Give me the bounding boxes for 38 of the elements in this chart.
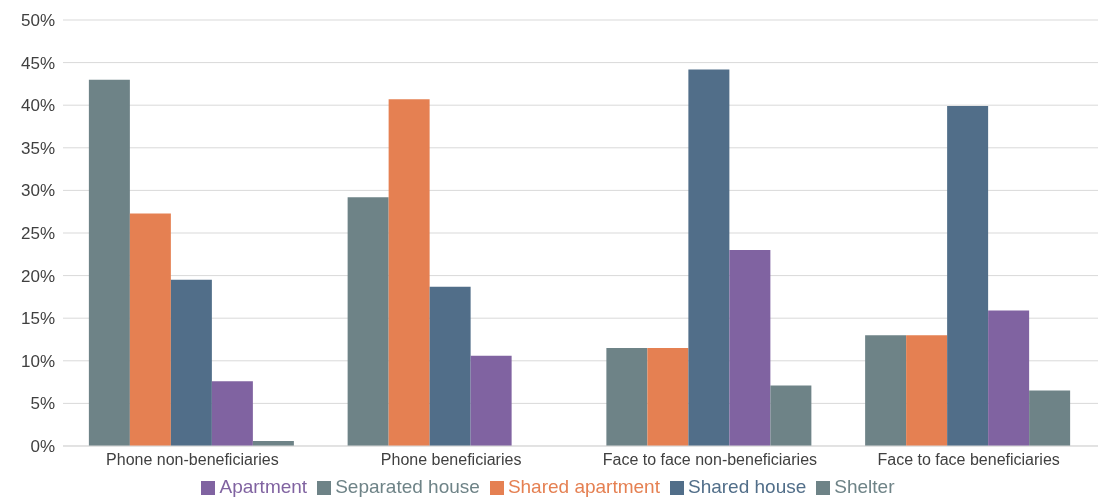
legend-label: Separated house [335, 476, 480, 497]
bar [988, 310, 1030, 446]
bar [88, 79, 130, 446]
bar [865, 335, 907, 446]
bar [470, 355, 512, 446]
bar [129, 213, 171, 446]
y-tick-label: 30% [20, 181, 55, 201]
y-tick-label: 40% [20, 96, 55, 116]
x-tick-label: Phone beneficiaries [380, 451, 522, 469]
legend-label: Shelter [834, 476, 895, 497]
bar [947, 106, 989, 446]
legend-label: Shared house [687, 476, 807, 497]
bar [388, 99, 430, 446]
y-tick-label: 35% [20, 138, 55, 158]
y-tick-label: 25% [20, 224, 55, 244]
y-tick-label: 10% [20, 351, 55, 371]
x-tick-label: Face to face non-beneficiaries [602, 451, 818, 469]
y-tick-label: 5% [30, 394, 55, 414]
legend-label: Shared apartment [507, 476, 660, 497]
y-tick-label: 50% [20, 11, 55, 31]
bar [170, 279, 212, 446]
bar [770, 385, 812, 446]
x-tick-label: Face to face beneficiaries [877, 451, 1060, 469]
legend-label: Apartment [219, 476, 308, 497]
x-tick-label: Phone non-beneficiaries [106, 451, 279, 469]
y-tick-label: 20% [20, 266, 55, 286]
bar [1029, 390, 1071, 446]
bar [429, 286, 471, 446]
bar [647, 348, 689, 446]
bar [729, 250, 771, 446]
bar [906, 335, 948, 446]
y-tick-label: 45% [20, 53, 55, 73]
bar [606, 348, 648, 446]
bar [347, 197, 389, 446]
y-tick-label: 0% [30, 437, 55, 457]
y-tick-label: 15% [20, 309, 55, 329]
bar [688, 69, 730, 446]
bar [211, 381, 253, 446]
